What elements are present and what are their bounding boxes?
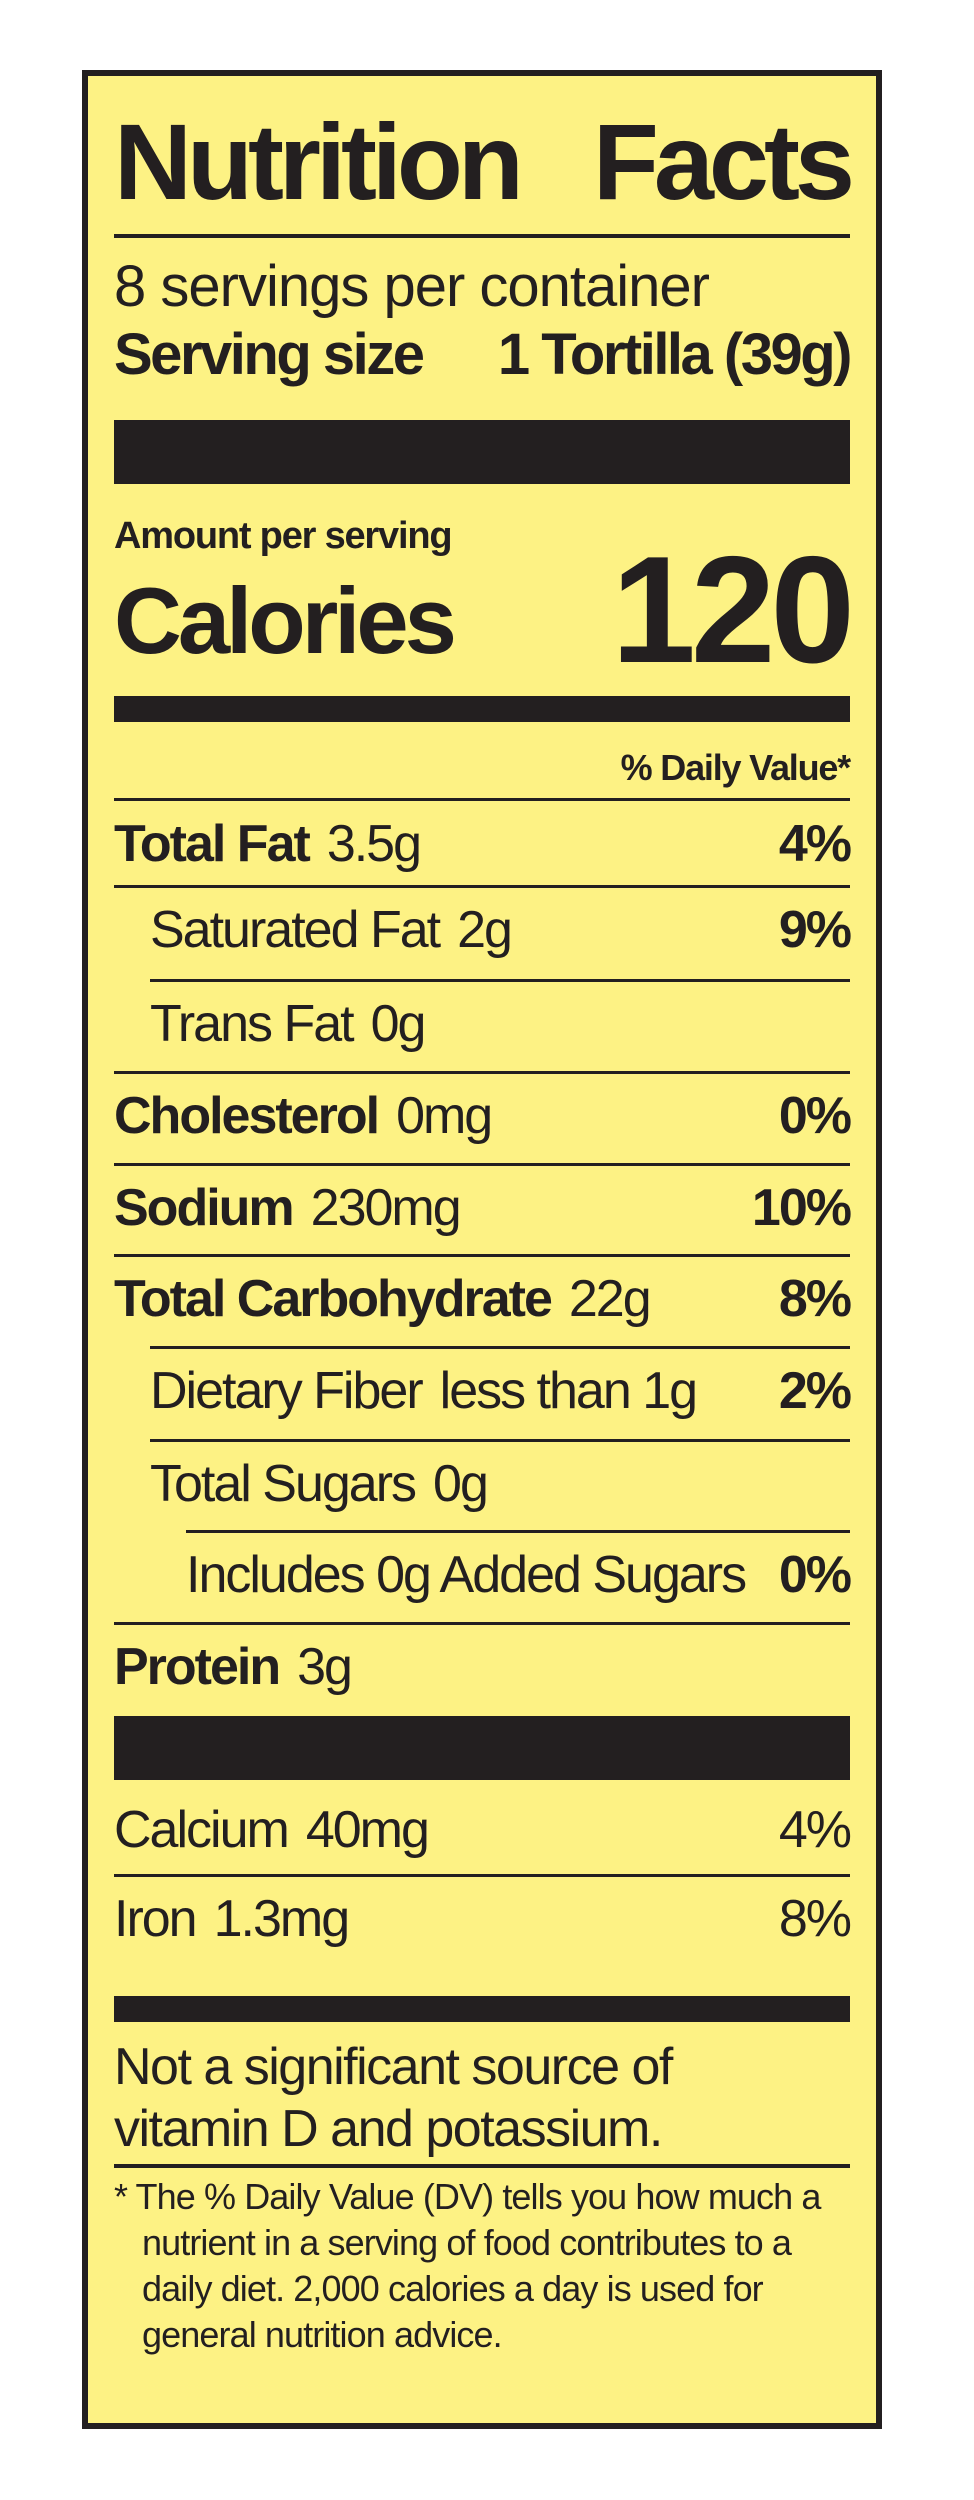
nutrient-daily-value: 0% — [778, 1546, 852, 1604]
thick-divider — [114, 1716, 850, 1780]
nutrient-name: Sodium — [114, 1179, 295, 1237]
label-content: Nutrition Facts 8 servings per container… — [114, 76, 855, 2423]
nutrient-amount: 0g — [370, 995, 427, 1053]
nutrient-name: Total Fat — [114, 815, 311, 873]
medium-divider — [114, 696, 850, 722]
row-divider — [114, 1163, 850, 1166]
vitamin-amount: 40mg — [305, 1801, 430, 1859]
divider — [114, 798, 850, 801]
nutrient-daily-value: 4% — [778, 815, 852, 873]
nutrient-amount: 3g — [297, 1638, 353, 1696]
servings-per-container: 8 servings per container — [114, 254, 710, 319]
not-significant-note: Not a significant source of vitamin D an… — [114, 2036, 850, 2160]
nutrient-daily-value: 0% — [778, 1087, 852, 1145]
row-divider — [150, 1439, 850, 1442]
note-line-1: Not a significant source of — [114, 2038, 673, 2096]
nutrient-row-saturated-fat: Saturated Fat 2g 9% — [150, 888, 852, 972]
title-word-facts: Facts — [592, 101, 855, 222]
nutrient-amount: less than 1g — [439, 1362, 698, 1420]
serving-size-value: 1 Tortilla (39g) — [497, 322, 853, 387]
divider — [114, 2164, 850, 2168]
vitamin-name: Calcium — [114, 1801, 290, 1859]
row-divider — [114, 1622, 850, 1625]
nutrient-row-total-sugars: Total Sugars 0g — [150, 1442, 850, 1526]
nutrient-amount: 3.5g — [326, 815, 422, 873]
nutrient-name: Includes 0g Added Sugars — [186, 1546, 747, 1604]
nutrient-name: Protein — [114, 1638, 281, 1696]
nutrient-daily-value: 9% — [778, 901, 852, 959]
daily-value-header: % Daily Value* — [620, 747, 852, 788]
nutrient-row-cholesterol: Cholesterol 0mg 0% — [114, 1074, 852, 1158]
note-line-2: vitamin D and potassium. — [114, 2100, 663, 2158]
label-title: Nutrition Facts — [114, 101, 855, 222]
row-divider — [186, 1530, 850, 1533]
divider — [114, 234, 850, 238]
nutrient-name: Trans Fat — [150, 995, 355, 1053]
row-divider — [150, 979, 850, 982]
nutrient-daily-value: 10% — [751, 1179, 852, 1237]
nutrient-name: Cholesterol — [114, 1087, 380, 1145]
nutrient-amount: 0mg — [396, 1087, 493, 1145]
nutrient-name: Total Sugars — [150, 1455, 417, 1513]
thick-divider — [114, 420, 850, 484]
nutrient-amount: 2g — [457, 901, 513, 959]
row-divider — [150, 1346, 850, 1349]
row-divider — [114, 1071, 850, 1074]
vitamin-daily-value: 8% — [778, 1890, 852, 1948]
nutrient-amount: 0g — [433, 1455, 489, 1513]
nutrition-facts-label: Nutrition Facts 8 servings per container… — [82, 70, 882, 2429]
vitamin-daily-value: 4% — [778, 1801, 852, 1859]
serving-size-label: Serving size — [114, 322, 425, 387]
nutrient-amount: 230mg — [310, 1179, 462, 1237]
title-word-nutrition: Nutrition — [114, 101, 524, 222]
nutrient-row-sodium: Sodium 230mg 10% — [114, 1166, 852, 1250]
vitamin-row-calcium: Calcium 40mg 4% — [114, 1788, 852, 1872]
nutrient-daily-value: 2% — [778, 1362, 852, 1420]
nutrient-row-dietary-fiber: Dietary Fiber less than 1g 2% — [150, 1349, 852, 1433]
daily-value-footnote: * The % Daily Value (DV) tells you how m… — [114, 2176, 821, 2355]
nutrient-name: Saturated Fat — [150, 901, 441, 959]
nutrient-row-total-carbohydrate: Total Carbohydrate 22g 8% — [114, 1257, 852, 1341]
row-divider — [114, 1874, 850, 1877]
row-divider — [114, 1254, 850, 1257]
nutrient-row-protein: Protein 3g — [114, 1625, 850, 1709]
calories-value: 120 — [611, 525, 855, 695]
nutrient-daily-value: 8% — [778, 1270, 852, 1328]
nutrient-row-trans-fat: Trans Fat 0g — [150, 982, 850, 1066]
nutrient-name: Total Carbohydrate — [114, 1270, 553, 1328]
vitamin-row-iron: Iron 1.3mg 8% — [114, 1877, 852, 1961]
vitamin-name: Iron — [114, 1890, 198, 1948]
amount-per-serving: Amount per serving — [114, 515, 453, 557]
nutrient-name: Dietary Fiber — [150, 1362, 424, 1420]
medium-divider — [114, 1996, 850, 2022]
nutrient-row-added-sugars: Includes 0g Added Sugars 0% — [186, 1533, 852, 1617]
vitamin-amount: 1.3mg — [213, 1890, 351, 1948]
calories-label: Calories — [114, 568, 457, 673]
serving-size: Serving size 1 Tortilla (39g) — [114, 322, 853, 388]
row-divider — [114, 885, 850, 888]
nutrient-amount: 22g — [568, 1270, 652, 1328]
nutrient-row-total-fat: Total Fat 3.5g 4% — [114, 802, 852, 886]
